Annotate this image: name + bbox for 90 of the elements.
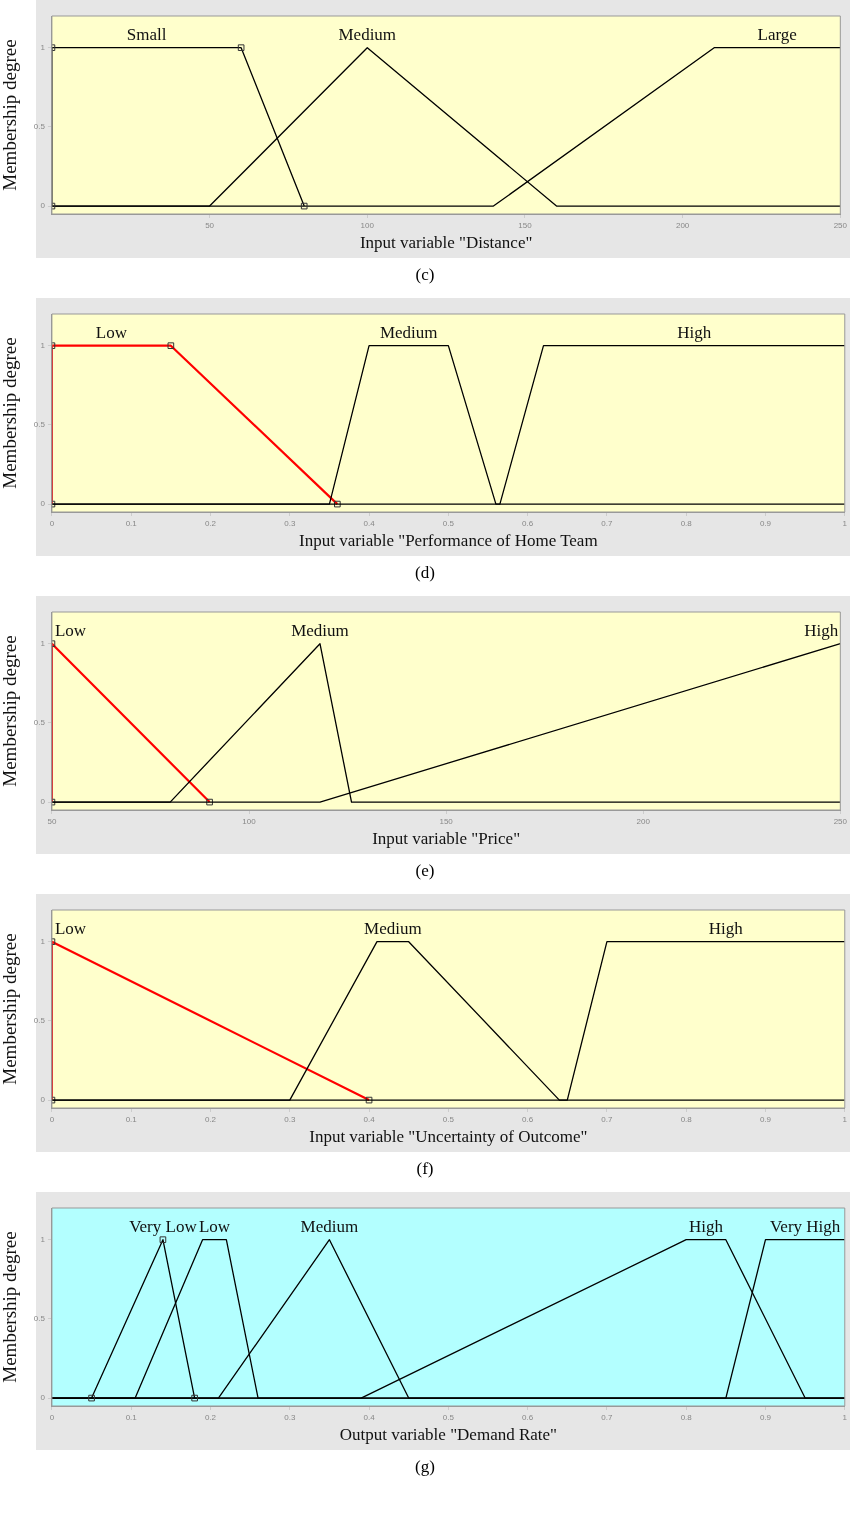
x-tick-label: 0.3 [284,1115,296,1124]
y-axis-title: Membership degree [0,933,21,1085]
x-tick-label: 1 [842,519,848,528]
x-tick-label: 0.2 [204,519,217,528]
series-label: High [677,322,712,342]
series-label: Low [198,1216,231,1236]
series-label: Medium [300,1216,359,1236]
x-axis-title: Input variable "Distance" [359,233,533,253]
y-tick-label: 0.5 [33,1016,46,1026]
x-tick-label: 0.6 [522,519,534,528]
x-tick-label: 0.5 [442,1115,455,1124]
x-tick-label: 0.2 [204,1413,217,1422]
y-tick-label: 0 [40,1393,46,1403]
x-tick-label: 50 [205,221,215,230]
x-tick-label: 150 [518,221,533,230]
x-tick-label: 1 [842,1413,848,1422]
series-label: Large [757,24,797,44]
x-tick-label: 0.6 [522,1115,534,1124]
x-tick-label: 0.9 [759,519,772,528]
x-tick-label: 200 [675,221,690,230]
y-axis-title: Membership degree [0,39,21,191]
x-tick-label: 0.7 [601,519,614,528]
x-tick-label: 0.9 [759,1115,772,1124]
y-tick-label: 1 [40,638,46,648]
x-axis-title: Input variable "Performance of Home Team [299,531,598,551]
text: (f) [415,1158,435,1180]
series-label: Medium [291,620,349,640]
series-label: Low [54,918,87,938]
x-tick-label: 0.3 [284,1413,296,1422]
x-tick-label: 0.4 [363,519,376,528]
x-tick-label: 0.1 [125,1115,138,1124]
x-tick-label: 0.8 [680,1115,693,1124]
x-axis-title: Input variable "Uncertainty of Outcome" [309,1127,588,1147]
x-tick-label: 50 [47,817,57,826]
series-label: Low [54,620,87,640]
y-tick-label: 1 [40,1234,46,1244]
x-tick-label: 0 [49,519,55,528]
x-tick-label: 100 [360,221,375,230]
y-tick-label: 1 [40,42,46,52]
x-tick-label: 0.1 [125,1413,138,1422]
x-axis-title: Input variable "Price" [372,829,521,849]
x-tick-label: 0.4 [363,1413,376,1422]
y-tick-label: 0 [40,201,46,211]
series-label: Medium [338,24,397,44]
y-tick-label: 1 [40,936,46,946]
x-tick-label: 0.9 [759,1413,772,1422]
x-tick-label: 0.3 [284,519,296,528]
y-tick-label: 0.5 [33,122,46,132]
x-tick-label: 0 [49,1115,55,1124]
y-axis-title: Membership degree [0,1231,21,1383]
series-label: Very Low [129,1216,198,1236]
y-tick-label: 0 [40,797,46,807]
y-tick-label: 0.5 [33,420,46,430]
x-tick-label: 0.1 [125,519,138,528]
x-tick-label: 0.8 [680,1413,693,1422]
text: (e) [414,860,436,882]
y-tick-label: 1 [40,340,46,350]
y-tick-label: 0 [40,499,46,509]
x-tick-label: 0.2 [204,1115,217,1124]
series-label: Low [95,322,128,342]
x-tick-label: 0.4 [363,1115,376,1124]
text: (g) [414,1456,436,1478]
text: (c) [414,264,436,286]
x-tick-label: 0.5 [442,519,455,528]
series-label: Medium [364,918,422,938]
series-label: High [689,1216,724,1236]
series-label: High [804,620,839,640]
x-tick-label: 150 [439,817,454,826]
x-tick-label: 1 [842,1115,848,1124]
series-label: High [708,918,744,938]
x-tick-label: 200 [636,817,651,826]
text: (d) [414,562,436,584]
y-tick-label: 0.5 [33,1314,46,1324]
x-tick-label: 250 [833,817,848,826]
x-tick-label: 0 [49,1413,55,1422]
x-tick-label: 250 [833,221,848,230]
x-tick-label: 100 [242,817,257,826]
series-label: Very High [769,1216,841,1236]
x-tick-label: 0.6 [522,1413,534,1422]
y-axis-title: Membership degree [0,635,21,787]
series-label: Medium [379,322,438,342]
y-axis-title: Membership degree [0,337,21,489]
x-tick-label: 0.5 [442,1413,455,1422]
series-label: Small [126,24,167,44]
x-tick-label: 0.8 [680,519,693,528]
x-axis-title: Output variable "Demand Rate" [339,1425,558,1445]
y-tick-label: 0 [40,1095,46,1105]
x-tick-label: 0.7 [601,1115,614,1124]
y-tick-label: 0.5 [33,718,46,728]
x-tick-label: 0.7 [601,1413,614,1422]
